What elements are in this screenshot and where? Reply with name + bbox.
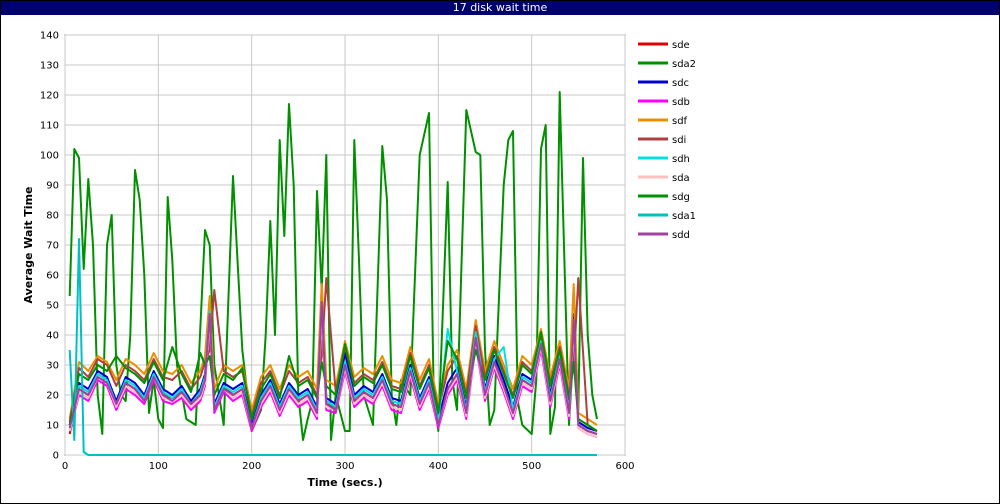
legend-label-sdi: sdi (672, 135, 686, 146)
y-tick-label: 130 (40, 61, 59, 72)
x-tick-label: 0 (62, 461, 68, 472)
series-group (68, 91, 598, 456)
y-tick-label: 140 (40, 31, 59, 42)
legend-label-sda1: sda1 (672, 211, 696, 222)
y-axis-ticks: 0 10 20 30 40 50 60 70 80 90 100 110 120 130 140 (40, 31, 59, 462)
y-tick-label: 30 (46, 361, 59, 372)
series-line-sda2 (68, 91, 598, 441)
legend-label-sdb: sdb (672, 97, 690, 108)
y-tick-label: 0 (53, 451, 59, 462)
y-tick-label: 20 (46, 391, 59, 402)
x-tick-label: 600 (615, 461, 634, 472)
y-axis-label: Average Wait Time (22, 187, 35, 304)
y-tick-label: 80 (46, 211, 59, 222)
y-tick-label: 90 (46, 181, 59, 192)
x-axis-ticks: 0 100 200 300 400 500 600 (62, 461, 635, 472)
y-tick-label: 70 (46, 241, 59, 252)
legend-label-sdg: sdg (672, 192, 690, 203)
series-line-sdb (68, 310, 598, 438)
x-tick-label: 100 (149, 461, 168, 472)
series-line-sdf (68, 283, 598, 426)
legend-label-sdh: sdh (672, 154, 690, 165)
y-tick-label: 10 (46, 421, 59, 432)
series-line-sdd (68, 301, 598, 435)
series-line-sda1 (68, 238, 597, 456)
legend-label-sde: sde (672, 40, 690, 51)
legend-label-sdf: sdf (672, 116, 688, 127)
x-tick-label: 400 (429, 461, 448, 472)
x-tick-label: 200 (242, 461, 261, 472)
x-tick-label: 500 (522, 461, 541, 472)
y-tick-label: 120 (40, 91, 59, 102)
y-tick-label: 50 (46, 301, 59, 312)
y-tick-label: 60 (46, 271, 59, 282)
y-tick-label: 100 (40, 151, 59, 162)
window-title: 17 disk wait time (1, 1, 999, 15)
legend: sde sda2 sdc sdb sdf sdi sdh sda sdg sda1 sdd (638, 40, 696, 241)
y-tick-label: 110 (40, 121, 59, 132)
legend-label-sda: sda (672, 173, 690, 184)
legend-label-sda2: sda2 (672, 59, 696, 70)
x-tick-label: 300 (335, 461, 354, 472)
y-tick-label: 40 (46, 331, 59, 342)
legend-label-sdd: sdd (672, 230, 690, 241)
x-axis-label: Time (secs.) (307, 476, 382, 489)
legend-label-sdc: sdc (672, 78, 689, 89)
series-line-sda (68, 307, 598, 438)
